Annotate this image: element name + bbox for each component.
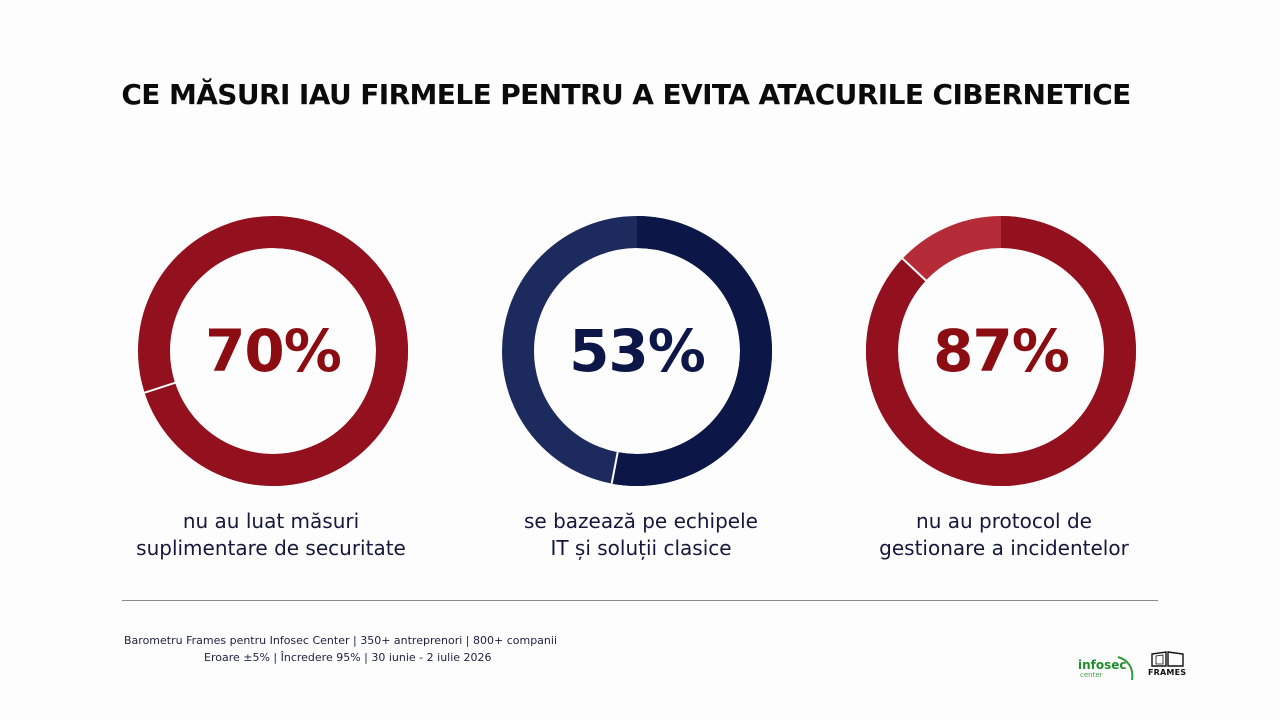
donut-chart-2: 53%	[502, 216, 772, 486]
donut-3-caption-line-1: nu au protocol de	[916, 509, 1092, 533]
donut-1-separator	[144, 381, 178, 394]
frames-logo: FRAMES	[1146, 650, 1192, 680]
infosec-logo: infosec center	[1074, 654, 1136, 682]
donut-1-caption: nu au luat măsuri suplimentare de securi…	[111, 508, 431, 562]
donut-2-percent: 53%	[569, 317, 706, 385]
source-line-2: Eroare ±5% | Încredere 95% | 30 iunie - …	[204, 651, 492, 664]
donut-chart-1-svg	[138, 216, 408, 486]
donut-3-caption: nu au protocol de gestionare a incidente…	[844, 508, 1164, 562]
donut-chart-3: 87%	[866, 216, 1136, 486]
donut-chart-1: 70%	[138, 216, 408, 486]
donut-chart-3-svg	[866, 216, 1136, 486]
donut-2-separator	[610, 450, 620, 484]
donut-chart-2-svg	[502, 216, 772, 486]
donut-3-value-arc	[866, 216, 1136, 486]
donut-3-caption-line-2: gestionare a incidentelor	[879, 536, 1129, 560]
donut-2-value-arc	[502, 216, 772, 486]
divider-line	[122, 600, 1158, 601]
infosec-logo-text: infosec	[1078, 658, 1127, 672]
donut-2-caption: se bazează pe echipele IT și soluții cla…	[481, 508, 801, 562]
source-line-1: Barometru Frames pentru Infosec Center |…	[124, 634, 557, 647]
frames-logo-text: FRAMES	[1148, 668, 1187, 677]
donut-1-caption-line-1: nu au luat măsuri	[182, 509, 360, 533]
donut-3-separator	[901, 257, 929, 283]
donut-2-caption-line-1: se bazează pe echipele	[524, 509, 758, 533]
donut-1-caption-line-2: suplimentare de securitate	[136, 536, 406, 560]
donut-1-percent: 70%	[205, 317, 342, 385]
donut-1-value-arc	[138, 216, 408, 486]
source-note: Barometru Frames pentru Infosec Center |…	[124, 632, 557, 666]
frames-book-icon	[1151, 651, 1184, 667]
infosec-logo-subtext: center	[1080, 671, 1103, 679]
page-title: CE MĂSURI IAU FIRMELE PENTRU A EVITA ATA…	[121, 78, 1131, 111]
donut-2-caption-line-2: IT și soluții clasice	[550, 536, 732, 560]
infosec-swoosh-icon	[1117, 656, 1134, 681]
donut-3-percent: 87%	[933, 317, 1070, 385]
